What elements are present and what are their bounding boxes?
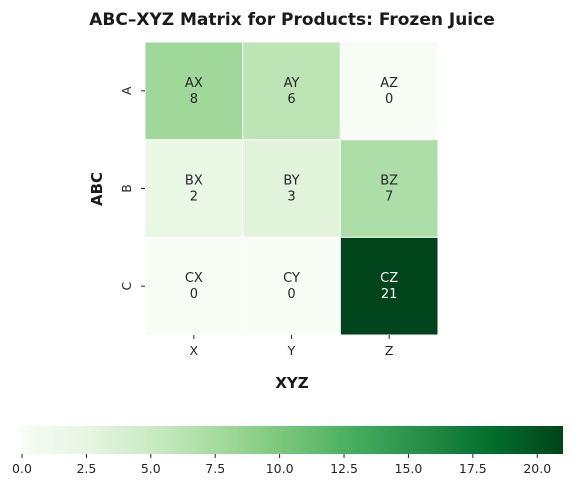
cell-value-bx: 2 bbox=[190, 190, 198, 205]
cell-value-bz: 7 bbox=[385, 190, 393, 205]
cell-label-cy: CY bbox=[283, 271, 300, 286]
colorbar-tick-label: 0.0 bbox=[12, 461, 32, 476]
x-tick-label-y: Y bbox=[287, 343, 296, 358]
colorbar-tick-label: 5.0 bbox=[141, 461, 161, 476]
cell-label-cx: CX bbox=[185, 271, 203, 286]
heatmap-cell-bz bbox=[339, 139, 439, 238]
heatmap-cell-ax bbox=[144, 41, 244, 141]
cell-value-cz: 21 bbox=[381, 287, 398, 302]
cell-value-ay: 6 bbox=[287, 92, 295, 107]
heatmap-cell-ay bbox=[242, 41, 341, 141]
heatmap-cell-by bbox=[242, 139, 341, 238]
colorbar-tick-label: 2.5 bbox=[76, 461, 96, 476]
y-tick-label-a: A bbox=[119, 86, 134, 95]
colorbar-tick-label: 10.0 bbox=[266, 461, 294, 476]
cell-value-cx: 0 bbox=[190, 287, 198, 302]
heatmap-cell-bx bbox=[144, 139, 244, 238]
x-tick-label-x: X bbox=[190, 343, 199, 358]
cell-label-bz: BZ bbox=[380, 174, 398, 189]
x-axis-label: XYZ bbox=[275, 374, 308, 392]
cell-value-az: 0 bbox=[385, 92, 393, 107]
colorbar-tick-label: 20.0 bbox=[523, 461, 551, 476]
heatmap-cell-az bbox=[339, 41, 439, 141]
cell-label-ax: AX bbox=[185, 76, 203, 91]
colorbar: 0.0 2.5 5.0 7.5 10.0 12.5 15.0 17.5 20.0 bbox=[12, 426, 563, 476]
y-axis-label: ABC bbox=[88, 172, 106, 206]
cell-value-cy: 0 bbox=[287, 287, 295, 302]
heatmap-axes: X Y Z A B C bbox=[119, 86, 393, 358]
colorbar-gradient bbox=[22, 426, 563, 454]
chart-title: ABC–XYZ Matrix for Products: Frozen Juic… bbox=[89, 10, 494, 30]
cell-label-az: AZ bbox=[380, 76, 398, 91]
colorbar-tick-label: 12.5 bbox=[330, 461, 358, 476]
cell-label-ay: AY bbox=[284, 76, 300, 91]
cell-value-ax: 8 bbox=[190, 92, 198, 107]
cell-label-cz: CZ bbox=[380, 271, 398, 286]
x-tick-label-z: Z bbox=[385, 343, 394, 358]
colorbar-tick-label: 7.5 bbox=[205, 461, 225, 476]
heatmap-cell-cy bbox=[242, 236, 341, 336]
y-tick-label-b: B bbox=[119, 184, 134, 193]
y-tick-label-c: C bbox=[119, 282, 134, 291]
cell-label-bx: BX bbox=[185, 174, 203, 189]
colorbar-tick-label: 17.5 bbox=[459, 461, 487, 476]
cell-label-by: BY bbox=[283, 174, 299, 189]
cell-value-by: 3 bbox=[287, 190, 295, 205]
colorbar-tick-label: 15.0 bbox=[395, 461, 423, 476]
